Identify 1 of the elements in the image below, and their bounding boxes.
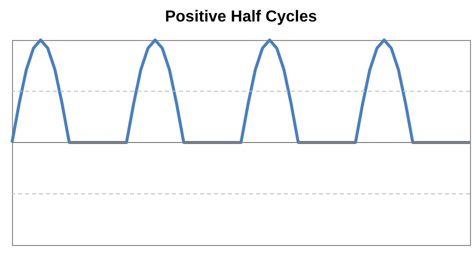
chart-title: Positive Half Cycles (164, 8, 318, 26)
